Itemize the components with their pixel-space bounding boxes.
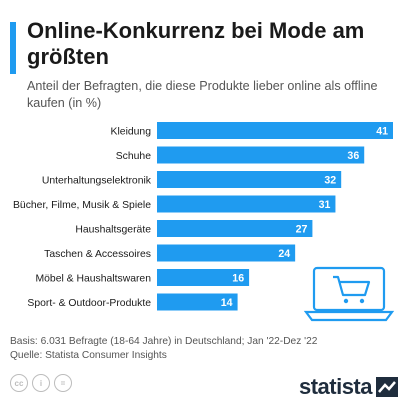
data-label: 32 <box>324 175 336 187</box>
data-label: 16 <box>232 273 244 285</box>
bar <box>157 122 393 139</box>
data-label: 31 <box>319 199 331 211</box>
chart-subtitle: Anteil der Befragten, die diese Produkte… <box>27 79 378 110</box>
category-label: Unterhaltungselektronik <box>42 176 152 187</box>
data-label: 36 <box>347 150 359 162</box>
bar <box>157 293 238 311</box>
logo-text: statista <box>298 374 373 399</box>
category-label: Schuhe <box>116 151 151 162</box>
data-label: 24 <box>278 248 290 260</box>
bar <box>157 269 250 286</box>
bar <box>157 244 296 262</box>
category-label: Taschen & Accessoires <box>44 249 151 260</box>
source-note: Quelle: Statista Consumer Insights <box>10 350 167 361</box>
title-accent-bar <box>10 22 16 74</box>
bar-chart: Kleidung 41 Schuhe 36 Unterhaltungselektroni… <box>13 122 395 322</box>
chart-title: Online-Konkurrenz bei Mode am größten <box>27 18 365 69</box>
category-label: Sport- & Outdoor-Produkte <box>27 298 151 309</box>
bar <box>157 171 342 188</box>
bar <box>157 195 336 213</box>
creative-commons-icon[interactable]: cc <box>10 374 28 392</box>
category-label: Haushaltsgeräte <box>75 225 151 236</box>
license-icons: cc i = <box>10 374 72 392</box>
bar <box>157 220 313 237</box>
statista-logo[interactable]: statista <box>299 374 398 400</box>
category-label: Kleidung <box>111 127 152 138</box>
data-label: 41 <box>376 126 388 138</box>
no-derivatives-icon[interactable]: = <box>54 374 72 392</box>
chart-footer: Basis: 6.031 Befragte (18-64 Jahre) in D… <box>10 335 400 363</box>
bars-group: Kleidung 41 Schuhe 36 Unterhaltungselektroni… <box>13 122 393 311</box>
bar <box>157 146 365 164</box>
category-label: Bücher, Filme, Musik & Spiele <box>13 200 151 211</box>
attribution-icon[interactable]: i <box>32 374 50 392</box>
basis-note: Basis: 6.031 Befragte (18-64 Jahre) in D… <box>10 336 318 347</box>
statista-logo-icon <box>376 377 398 397</box>
data-label: 14 <box>221 297 233 309</box>
laptop-shopping-cart-icon <box>303 266 395 322</box>
bottom-row: cc i = statista <box>10 374 398 400</box>
data-label: 27 <box>296 224 308 236</box>
category-label: Möbel & Haushaltswaren <box>35 274 151 285</box>
